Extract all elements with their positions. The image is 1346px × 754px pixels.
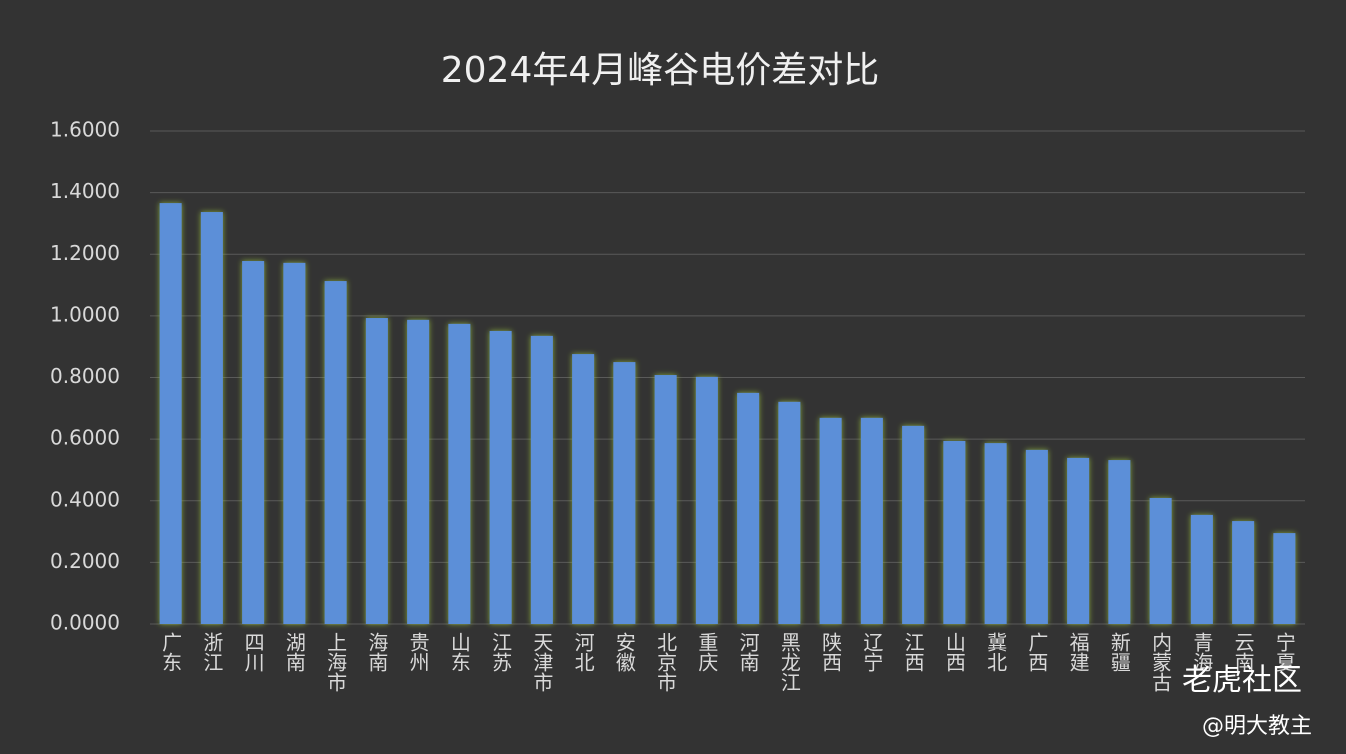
y-tick-label: 0.8000: [50, 364, 120, 388]
y-tick-label: 0.0000: [50, 611, 120, 635]
chart-title: 2024年4月峰谷电价差对比: [441, 50, 880, 91]
x-tick-label: 山西: [942, 632, 966, 672]
bar: [695, 376, 718, 624]
x-tick-label: 广西: [1025, 632, 1049, 672]
bar: [324, 281, 347, 624]
x-tick-label: 广东: [159, 632, 183, 672]
bar: [489, 330, 512, 624]
bar: [242, 261, 265, 624]
bar: [778, 401, 801, 624]
x-tick-label: 北京市: [654, 632, 678, 692]
x-tick-label: 福建: [1066, 632, 1090, 672]
bar: [737, 392, 760, 624]
bar: [984, 443, 1007, 624]
bar: [283, 262, 306, 624]
x-tick-label: 新疆: [1107, 632, 1131, 672]
bar: [1108, 460, 1131, 624]
x-tick-label: 云南: [1231, 632, 1255, 672]
x-tick-label: 黑龙江: [777, 632, 801, 692]
y-tick-label: 0.4000: [50, 487, 120, 511]
y-tick-label: 0.2000: [50, 549, 120, 573]
y-tick-label: 1.4000: [50, 179, 120, 203]
bar: [1149, 497, 1172, 624]
x-tick-label: 辽宁: [860, 632, 884, 672]
bar: [1025, 449, 1048, 624]
bar: [200, 212, 223, 625]
x-tick-label: 河北: [571, 632, 595, 672]
x-tick-label: 冀北: [984, 632, 1008, 672]
x-tick-label: 青海: [1190, 632, 1214, 672]
x-tick-label: 湖南: [282, 632, 306, 672]
bar: [159, 203, 182, 624]
x-tick-label: 安徽: [612, 632, 636, 672]
bar: [654, 375, 677, 624]
bar: [448, 323, 471, 624]
bar: [819, 417, 842, 624]
x-tick-label: 浙江: [200, 632, 224, 672]
bar: [1190, 514, 1213, 624]
x-tick-label: 内蒙古: [1149, 632, 1173, 692]
y-tick-label: 1.0000: [50, 302, 120, 326]
x-tick-label: 海南: [365, 632, 389, 672]
x-tick-label: 重庆: [695, 632, 719, 672]
bar: [407, 319, 430, 624]
bar: [943, 440, 966, 624]
x-tick-label: 上海市: [324, 632, 348, 692]
bar: [530, 335, 553, 624]
x-tick-label: 宁夏: [1272, 632, 1296, 672]
watermark-brand: 老虎社区: [1182, 663, 1302, 698]
x-tick-label: 天津市: [530, 632, 554, 692]
watermark-author: @明大教主: [1202, 714, 1313, 739]
y-tick-label: 0.6000: [50, 426, 120, 450]
x-tick-label: 四川: [241, 632, 265, 672]
bar: [902, 425, 925, 624]
x-tick-label: 贵州: [406, 632, 430, 672]
bar: [1273, 533, 1296, 624]
x-tick-label: 山东: [447, 632, 471, 672]
bar: [1067, 457, 1090, 624]
y-tick-label: 1.2000: [50, 241, 120, 265]
x-tick-label: 陕西: [819, 632, 843, 672]
bar: [1232, 521, 1255, 624]
x-tick-label: 江西: [901, 632, 925, 672]
bar: [613, 362, 636, 624]
bar: [572, 354, 595, 624]
bar: [860, 417, 883, 624]
y-tick-label: 1.6000: [50, 118, 120, 142]
x-tick-label: 河南: [736, 632, 760, 672]
x-tick-label: 江苏: [489, 632, 513, 672]
bar: [365, 318, 388, 624]
